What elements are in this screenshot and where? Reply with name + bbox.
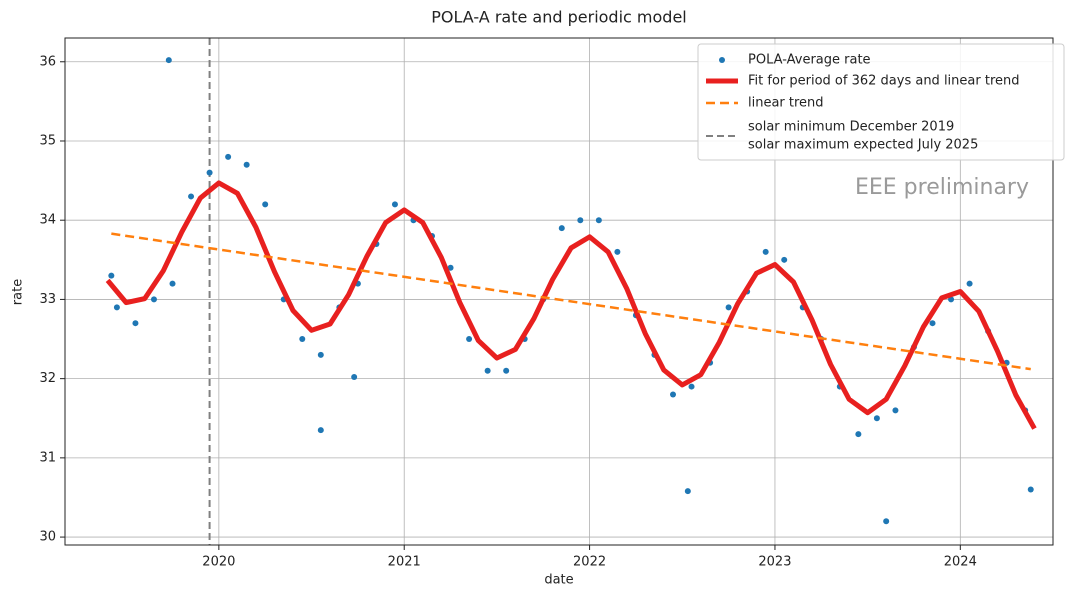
- x-tick-label: 2024: [944, 555, 977, 570]
- y-tick-label: 33: [39, 292, 56, 307]
- data-point: [873, 415, 880, 422]
- data-point: [391, 201, 398, 208]
- data-point: [614, 248, 621, 255]
- data-point: [317, 427, 324, 434]
- legend-label: linear trend: [748, 96, 824, 111]
- data-point: [243, 161, 250, 168]
- data-point: [929, 320, 936, 327]
- y-tick-label: 31: [39, 450, 56, 465]
- data-point: [558, 225, 565, 232]
- y-tick-label: 34: [39, 213, 56, 228]
- plot-frame: [64, 37, 1054, 546]
- legend-marker: [719, 57, 725, 63]
- y-tick-label: 30: [39, 530, 56, 545]
- annotation: EEE preliminary: [855, 175, 1029, 200]
- data-point: [165, 57, 172, 64]
- legend-box: [697, 43, 1065, 161]
- data-point: [966, 280, 973, 287]
- data-point: [262, 201, 269, 208]
- chart-title: POLA-A rate and periodic model: [431, 8, 686, 27]
- data-point: [466, 336, 473, 343]
- legend-label: POLA-Average rate: [748, 53, 871, 68]
- legend-label: solar maximum expected July 2025: [748, 138, 978, 153]
- x-tick-label: 2023: [758, 555, 791, 570]
- x-tick-label: 2022: [573, 555, 606, 570]
- legend-label: solar minimum December 2019: [748, 120, 954, 135]
- data-point: [892, 407, 899, 414]
- data-point: [225, 153, 232, 160]
- data-point: [169, 280, 176, 287]
- data-point: [108, 272, 115, 279]
- y-tick-label: 35: [39, 133, 56, 148]
- data-point: [299, 336, 306, 343]
- data-point: [206, 169, 213, 176]
- data-point: [684, 488, 691, 495]
- data-point: [351, 374, 358, 381]
- data-point: [781, 256, 788, 263]
- data-point: [447, 264, 454, 271]
- data-point: [503, 367, 510, 374]
- data-point: [762, 248, 769, 255]
- data-point: [883, 518, 890, 525]
- data-point: [113, 304, 120, 311]
- data-point: [317, 351, 324, 358]
- data-point: [855, 431, 862, 438]
- data-point: [948, 296, 955, 303]
- y-tick-label: 36: [39, 54, 56, 69]
- y-tick-label: 32: [39, 371, 56, 386]
- data-point: [150, 296, 157, 303]
- data-point: [188, 193, 195, 200]
- legend-label: Fit for period of 362 days and linear tr…: [748, 74, 1020, 89]
- x-tick-label: 2021: [388, 555, 421, 570]
- data-point: [688, 383, 695, 390]
- data-point: [484, 367, 491, 374]
- trend-line: [111, 232, 1031, 371]
- x-axis-label: date: [544, 573, 573, 588]
- data-point: [670, 391, 676, 398]
- y-axis-label: rate: [11, 279, 26, 305]
- data-point: [132, 320, 139, 327]
- data-point: [595, 217, 602, 224]
- x-tick-label: 2020: [202, 555, 235, 570]
- data-point: [725, 304, 732, 311]
- data-point: [577, 217, 584, 224]
- data-point: [1027, 486, 1034, 493]
- fit-line: [105, 180, 1037, 430]
